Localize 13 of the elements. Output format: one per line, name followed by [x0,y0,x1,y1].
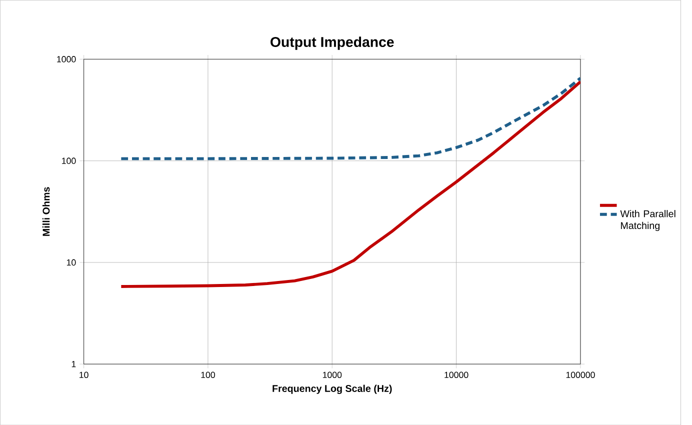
y-tick-label: 10 [66,259,76,266]
legend-label: With Parallel Matching [620,210,676,231]
x-axis-title: Frequency Log Scale (Hz) [272,384,392,394]
x-tick-label: 100 [201,372,216,378]
y-tick-label: 1000 [57,56,76,62]
x-tick-label: 10000 [444,372,468,378]
y-tick-label: 100 [62,158,76,164]
x-tick-label: 100000 [566,372,595,378]
chart-title: Output Impedance [270,36,394,50]
x-tick-label: 1000 [322,372,342,378]
y-tick-label: 1 [72,360,76,367]
y-axis-title: Milli Ohms [42,187,50,236]
x-tick-label: 10 [80,372,88,378]
